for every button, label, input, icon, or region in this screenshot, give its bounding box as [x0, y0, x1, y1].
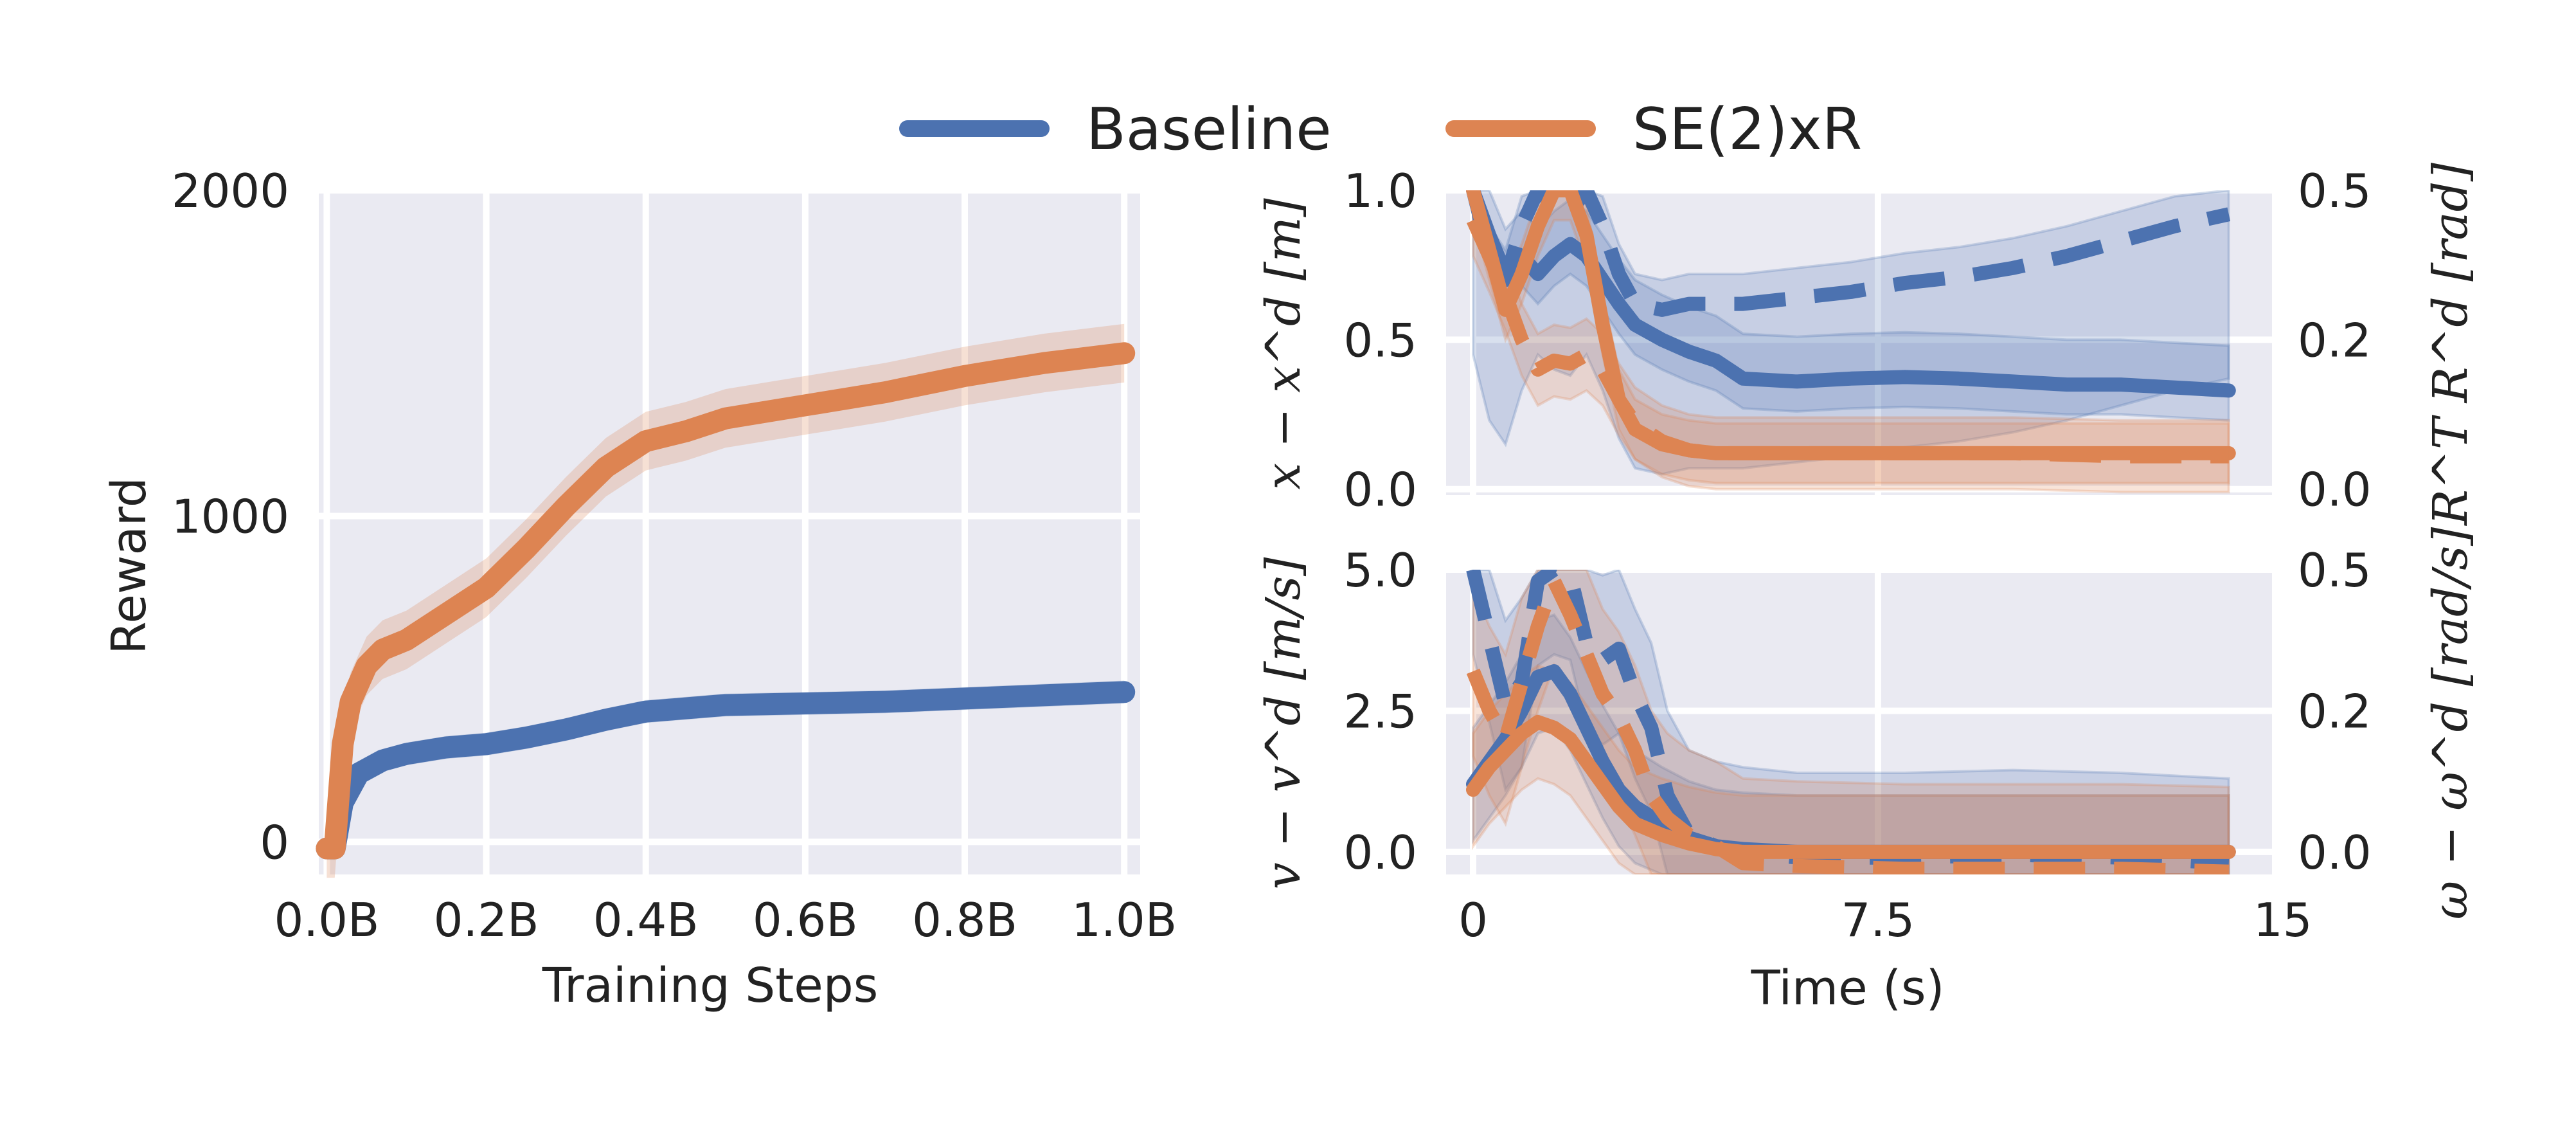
legend-label-baseline: Baseline — [1086, 96, 1332, 163]
series-layer — [316, 323, 1136, 878]
y-right-tick-labels: 0.0 0.2 0.5 — [2298, 543, 2372, 880]
y-right-tick-label: 0.2 — [2298, 684, 2372, 738]
legend: Baseline SE(2)xR — [899, 96, 1862, 163]
series-band-SE(2)xR orientation — [1472, 190, 2230, 494]
x-tick-label: 1.0B — [1071, 893, 1177, 947]
series-line-SE(2)xR angular — [1466, 574, 2230, 874]
y-tick-label: 0.0 — [1343, 463, 1417, 517]
y-tick-label: 5.0 — [1343, 543, 1417, 597]
grid — [319, 187, 1140, 874]
series-line-SE(2)xR orientation — [1466, 217, 2229, 464]
x-axis-title: Time (s) — [1751, 961, 1945, 1016]
y-axis-title-angular-velocity: ω − ω^d [rad/s] — [2423, 527, 2478, 919]
y-tick-labels: 0.0 2.5 5.0 — [1343, 543, 1417, 880]
y-right-tick-label: 0.5 — [2298, 164, 2372, 218]
y-tick-label: 2000 — [172, 164, 289, 218]
position-error-chart: 0.0 0.5 1.0 0.0 0.2 0.5 x − x^d [m] R^T R^d … — [1256, 163, 2478, 527]
y-tick-label: 1000 — [172, 490, 289, 544]
x-tick-label: 0.2B — [434, 893, 539, 947]
x-tick-label: 0.0B — [274, 893, 379, 947]
series-line-SE(2)xR linear — [1466, 715, 2236, 859]
y-axis-title-position: x − x^d [m] — [1256, 198, 1311, 489]
x-tick-label: 0.4B — [593, 893, 699, 947]
y-tick-labels: 0 1000 2000 — [172, 164, 289, 869]
y-axis-title: Reward — [102, 477, 157, 655]
y-tick-label: 2.5 — [1343, 684, 1417, 738]
chart-background — [319, 190, 1140, 874]
y-right-tick-labels: 0.0 0.2 0.5 — [2298, 164, 2372, 517]
x-tick-label: 15 — [2253, 893, 2312, 947]
training-reward-chart: 0.0B 0.2B 0.4B 0.6B 0.8B 1.0B 0 1000 2000 Train… — [102, 164, 1177, 1013]
series-line-Baseline position — [1466, 190, 2236, 398]
y-tick-label: 0.0 — [1343, 826, 1417, 880]
series-line-Baseline — [316, 681, 1136, 860]
y-axis-title-linear-velocity: v − v^d [m/s] — [1256, 557, 1311, 890]
x-axis-title: Training Steps — [542, 958, 879, 1013]
legend-label-se2xr: SE(2)xR — [1632, 96, 1862, 163]
x-tick-label: 0.8B — [912, 893, 1017, 947]
y-right-tick-label: 0.2 — [2298, 313, 2372, 367]
y-tick-label: 0.5 — [1343, 313, 1417, 367]
series-layer — [1466, 190, 2236, 494]
y-tick-label: 0 — [260, 815, 289, 869]
series-line-Baseline orientation — [1466, 190, 2231, 317]
y-tick-label: 1.0 — [1343, 164, 1417, 218]
x-tick-label: 0 — [1458, 893, 1488, 947]
x-tick-labels: 0 7.5 15 — [1458, 893, 2312, 947]
y-right-tick-label: 0.5 — [2298, 543, 2372, 597]
x-tick-label: 7.5 — [1841, 893, 1915, 947]
y-axis-title-orientation: R^T R^d [rad] — [2423, 163, 2478, 527]
x-tick-label: 0.6B — [753, 893, 858, 947]
velocity-error-chart: 0 7.5 15 0.0 2.5 5.0 0.0 0.2 0.5 v − v^d [m/s]… — [1256, 527, 2478, 1016]
series-line-SE(2)xR — [316, 342, 1136, 860]
series-band-Baseline position — [1472, 190, 2230, 422]
y-right-tick-label: 0.0 — [2298, 826, 2372, 880]
y-right-tick-label: 0.0 — [2298, 463, 2372, 517]
x-tick-labels: 0.0B 0.2B 0.4B 0.6B 0.8B 1.0B — [274, 893, 1177, 947]
series-layer — [1466, 570, 2236, 874]
y-tick-labels: 0.0 0.5 1.0 — [1343, 164, 1417, 517]
